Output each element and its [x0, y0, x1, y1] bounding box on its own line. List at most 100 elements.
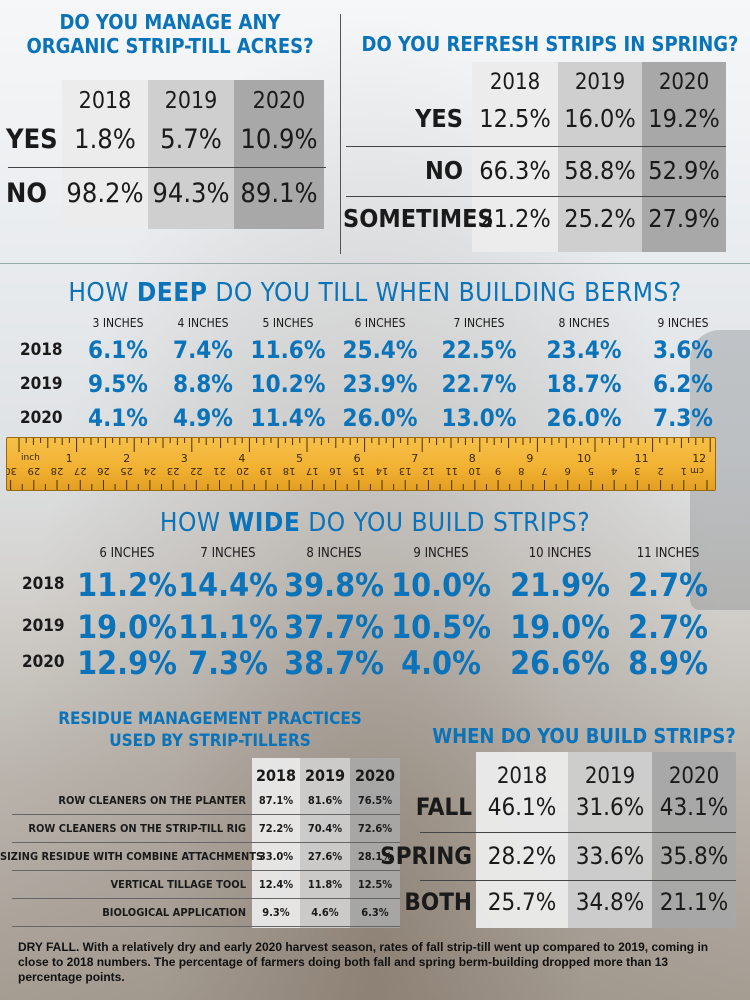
wide-col-header: 10 INCHES	[528, 546, 592, 561]
ruler-cm-label: 26	[97, 465, 110, 476]
wide-title-post: DO YOU BUILD STRIPS?	[300, 508, 591, 538]
refresh-cell: 52.9%	[648, 156, 720, 185]
ruler-cm-label: 14	[376, 465, 389, 476]
refresh-title: DO YOU REFRESH STRIPS IN SPRING?	[361, 32, 739, 56]
residue-row-divider	[12, 926, 400, 927]
ruler-cm-label: 3	[634, 465, 640, 476]
residue-year-2020: 2020	[354, 766, 396, 785]
ruler-unit-top: inch	[21, 453, 40, 463]
when-cell: 43.1%	[659, 793, 729, 821]
deep-cell: 22.7%	[441, 370, 517, 398]
deep-cell: 8.8%	[173, 370, 233, 398]
organic-title: DO YOU MANAGE ANY ORGANIC STRIP-TILL ACR…	[0, 10, 340, 58]
caption: DRY FALL. With a relatively dry and earl…	[18, 940, 730, 985]
wide-cell: 11.2%	[77, 566, 177, 604]
wide-col-header: 11 INCHES	[636, 546, 700, 561]
wide-cell: 19.0%	[77, 608, 177, 646]
organic-cell: 10.9%	[240, 124, 318, 155]
ruler-cm-label: 29	[27, 465, 40, 476]
residue-cell: 6.3%	[361, 906, 389, 919]
deep-cell: 6.2%	[653, 370, 713, 398]
organic-title-line1: DO YOU MANAGE ANY	[59, 10, 281, 34]
ruler-cm-label: 20	[236, 465, 249, 476]
refresh-year-2020: 2020	[658, 70, 710, 95]
residue-title: RESIDUE MANAGEMENT PRACTICES USED BY STR…	[0, 708, 420, 752]
ruler-cm-label: 5	[588, 465, 594, 476]
ruler-inch-label: 12	[692, 452, 706, 465]
deep-cell: 18.7%	[546, 370, 622, 398]
deep-year-2018: 2018	[20, 340, 63, 360]
deep-cell: 4.9%	[173, 404, 233, 432]
when-cell: 34.8%	[575, 888, 645, 916]
residue-title-line1: RESIDUE MANAGEMENT PRACTICES	[58, 709, 362, 729]
deep-cell: 7.4%	[173, 336, 233, 364]
residue-row-label: SIZING RESIDUE WITH COMBINE ATTACHMENTS	[0, 850, 264, 863]
ruler-cm-label: 17	[306, 465, 319, 476]
ruler-cm-label: 8	[518, 465, 524, 476]
ruler-cm-label: 2	[657, 465, 663, 476]
residue-cell: 28.1%	[357, 850, 393, 863]
deep-cell: 22.5%	[441, 336, 517, 364]
residue-cell: 11.8%	[307, 878, 343, 891]
deep-col-header: 5 INCHES	[262, 316, 314, 330]
refresh-col-2020-bg	[642, 62, 726, 252]
when-year-2020: 2020	[668, 764, 720, 789]
deep-title: HOW DEEP DO YOU TILL WHEN BUILDING BERMS…	[0, 278, 750, 308]
residue-row-label: VERTICAL TILLAGE TOOL	[110, 878, 246, 891]
ruler-inch-label: 6	[354, 452, 361, 465]
section-divider	[0, 263, 750, 264]
organic-col-2020-bg	[234, 80, 324, 229]
when-cell: 31.6%	[575, 793, 645, 821]
when-row-label-fall: FALL	[415, 793, 472, 821]
ruler-inch-label: 10	[577, 452, 591, 465]
organic-col-2018-bg	[62, 80, 148, 229]
organic-cell: 5.7%	[160, 124, 222, 155]
ruler-cm-label: 19	[260, 465, 273, 476]
organic-year-2020: 2020	[252, 88, 306, 114]
when-row-label-both: BOTH	[404, 888, 472, 916]
when-col-2018-bg	[476, 752, 568, 928]
when-year-2018: 2018	[496, 764, 548, 789]
deep-cell: 26.0%	[546, 404, 622, 432]
wide-year-2019: 2019	[22, 616, 65, 636]
refresh-divider-2	[346, 196, 726, 197]
when-title: WHEN DO YOU BUILD STRIPS?	[432, 724, 736, 748]
wide-cell: 39.8%	[284, 566, 384, 604]
residue-row-divider	[12, 842, 400, 843]
wide-title-em: WIDE	[228, 508, 301, 538]
refresh-year-2018: 2018	[489, 70, 541, 95]
caption-lead: DRY FALL.	[18, 940, 80, 954]
ruler-cm-label: 27	[74, 465, 87, 476]
wide-cell: 38.7%	[284, 644, 384, 682]
wide-cell: 21.9%	[510, 566, 610, 604]
refresh-cell: 12.5%	[479, 104, 551, 133]
ruler-inch-label: 7	[411, 452, 418, 465]
refresh-col-2019-bg	[558, 62, 642, 252]
deep-cell: 26.0%	[342, 404, 418, 432]
deep-col-header: 3 INCHES	[92, 316, 144, 330]
residue-cell: 76.5%	[357, 794, 393, 807]
refresh-row-label-sometimes: SOMETIMES	[343, 204, 494, 233]
residue-cell: 12.5%	[357, 878, 393, 891]
wide-cell: 14.4%	[178, 566, 278, 604]
wide-col-header: 8 INCHES	[306, 546, 362, 561]
when-divider-2	[420, 880, 736, 881]
ruler-cm-label: 1	[681, 465, 687, 476]
ruler-cm-label: 23	[167, 465, 180, 476]
residue-cell: 27.6%	[307, 850, 343, 863]
ruler-unit-bottom: cm	[690, 465, 704, 475]
wide-cell: 26.6%	[510, 644, 610, 682]
ruler-cm-label: 6	[565, 465, 571, 476]
ruler-cm-label: 30	[7, 465, 17, 476]
deep-col-header: 8 INCHES	[558, 316, 610, 330]
organic-divider	[8, 167, 326, 168]
residue-cell: 4.6%	[311, 906, 339, 919]
refresh-cell: 21.2%	[479, 204, 551, 233]
ruler-cm-label: 24	[144, 465, 157, 476]
ruler-cm-label: 21	[213, 465, 226, 476]
residue-row-label: ROW CLEANERS ON THE PLANTER	[58, 794, 246, 807]
residue-year-2019: 2019	[304, 766, 346, 785]
when-cell: 25.7%	[487, 888, 557, 916]
residue-col-2019-bg	[300, 758, 350, 928]
refresh-cell: 27.9%	[648, 204, 720, 233]
